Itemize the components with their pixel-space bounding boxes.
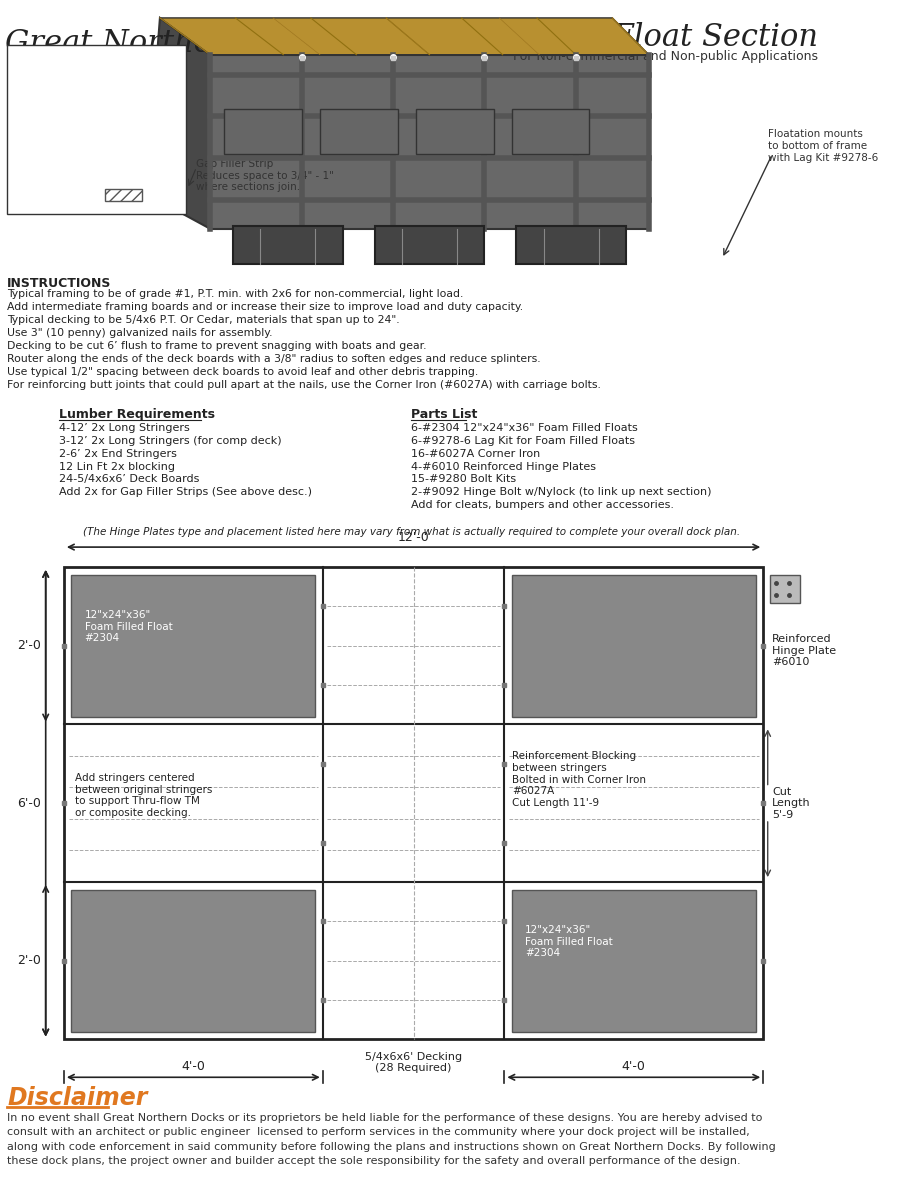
Bar — [71, 575, 315, 716]
Polygon shape — [160, 18, 649, 54]
Text: edge flush with the deck: edge flush with the deck — [13, 148, 141, 157]
Text: INSTRUCTIONS: INSTRUCTIONS — [7, 276, 112, 289]
Bar — [517, 225, 626, 263]
Text: 6’x12’ Float Section: 6’x12’ Float Section — [508, 22, 818, 53]
Text: 12 Lin Ft 2x blocking: 12 Lin Ft 2x blocking — [59, 461, 176, 472]
Text: For Non-commercial and Non-public Applications: For Non-commercial and Non-public Applic… — [513, 50, 818, 63]
Text: 6-#2304 12"x24"x36" Foam Filled Floats: 6-#2304 12"x24"x36" Foam Filled Floats — [411, 422, 638, 433]
Text: 3-12’ 2x Long Stringers (for comp deck): 3-12’ 2x Long Stringers (for comp deck) — [59, 435, 282, 446]
Text: 5/4x6x6' Decking
(28 Required): 5/4x6x6' Decking (28 Required) — [365, 1051, 462, 1074]
Bar — [512, 110, 590, 155]
Text: Add stringers centered
between original stringers
to support Thru-flow TM
or com: Add stringers centered between original … — [75, 773, 212, 818]
Text: 2-6’ 2x End Stringers: 2-6’ 2x End Stringers — [59, 448, 177, 459]
Bar — [233, 225, 343, 263]
Bar — [320, 110, 398, 155]
Text: Use typical 1/2" spacing between deck boards to avoid leaf and other debris trap: Use typical 1/2" spacing between deck bo… — [7, 367, 479, 378]
Text: Add 2x for Gap Filler Strips (See above desc.): Add 2x for Gap Filler Strips (See above … — [59, 487, 312, 498]
Bar — [374, 225, 484, 263]
Bar — [416, 110, 493, 155]
Bar — [224, 110, 302, 155]
Text: 4'-0: 4'-0 — [182, 1061, 205, 1074]
Bar — [512, 575, 756, 716]
Text: 12"x24"x36"
Foam Filled Float
#2304: 12"x24"x36" Foam Filled Float #2304 — [85, 610, 173, 643]
Text: Lumber Requirements: Lumber Requirements — [59, 408, 215, 421]
Bar — [512, 890, 756, 1031]
Text: Add for cleats, bumpers and other accessories.: Add for cleats, bumpers and other access… — [411, 500, 674, 510]
Text: Decking to be cut 6’ flush to frame to prevent snagging with boats and gear.: Decking to be cut 6’ flush to frame to p… — [7, 341, 427, 352]
Text: to the length of the gap: to the length of the gap — [13, 105, 137, 116]
Text: Rip a 2X6 at 45 deg.: Rip a 2X6 at 45 deg. — [13, 78, 120, 87]
Text: 6'-0: 6'-0 — [17, 796, 41, 809]
Text: (The Hinge Plates type and placement listed here may vary from what is actually : (The Hinge Plates type and placement lis… — [83, 527, 740, 537]
Polygon shape — [211, 54, 649, 229]
Text: Disclaimer: Disclaimer — [7, 1087, 148, 1110]
Text: For reinforcing butt joints that could pull apart at the nails, use the Corner I: For reinforcing butt joints that could p… — [7, 380, 601, 389]
Text: 2'-0: 2'-0 — [17, 955, 41, 968]
Bar — [64, 568, 763, 1040]
Text: Router along the ends of the deck boards with a 3/8" radius to soften edges and : Router along the ends of the deck boards… — [7, 354, 541, 365]
Text: Cut
Length
5'-9: Cut Length 5'-9 — [772, 787, 811, 820]
Text: Great Northern Docks: Great Northern Docks — [4, 28, 349, 59]
Text: surface.: surface. — [13, 162, 55, 171]
Text: Add intermediate framing boards and or increase their size to improve load and d: Add intermediate framing boards and or i… — [7, 302, 524, 313]
Text: 6-#9278-6 Lag Kit for Foam Filled Floats: 6-#9278-6 Lag Kit for Foam Filled Floats — [411, 435, 635, 446]
Text: 4-#6010 Reinforced Hinge Plates: 4-#6010 Reinforced Hinge Plates — [411, 461, 597, 472]
Text: Reinforced
Hinge Plate
#6010: Reinforced Hinge Plate #6010 — [772, 634, 836, 668]
Text: 2-#9092 Hinge Bolt w/Nylock (to link up next section): 2-#9092 Hinge Bolt w/Nylock (to link up … — [411, 487, 712, 498]
Text: (Length wise). Cross cut: (Length wise). Cross cut — [13, 92, 139, 101]
Text: Parts List: Parts List — [411, 408, 478, 421]
Text: Typical framing to be of grade #1, P.T. min. with 2x6 for non-commercial, light : Typical framing to be of grade #1, P.T. … — [7, 289, 464, 300]
Bar — [770, 575, 800, 603]
Text: In no event shall Great Northern Docks or its proprietors be held liable for the: In no event shall Great Northern Docks o… — [7, 1113, 776, 1166]
Text: To make a: To make a — [13, 50, 65, 60]
Text: Plate. Put the right angle: Plate. Put the right angle — [13, 133, 143, 143]
Text: Gap Filler Strip: Gap Filler Strip — [13, 64, 90, 73]
Text: Reinforcement Blocking
between stringers
Bolted in with Corner Iron
#6027A
Cut L: Reinforcement Blocking between stringers… — [512, 752, 646, 808]
Text: Typical decking to be 5/4x6 P.T. Or Cedar, materials that span up to 24".: Typical decking to be 5/4x6 P.T. Or Ceda… — [7, 315, 400, 326]
Bar — [7, 45, 185, 214]
Text: 2'-0: 2'-0 — [17, 640, 41, 653]
Text: 12'-0: 12'-0 — [398, 531, 429, 544]
Text: 16-#6027A Corner Iron: 16-#6027A Corner Iron — [411, 448, 541, 459]
Text: leaving room for the Hinge: leaving room for the Hinge — [13, 119, 153, 130]
Text: 4'-0: 4'-0 — [622, 1061, 645, 1074]
Text: Floatation mounts
to bottom of frame
with Lag Kit #9278-6: Floatation mounts to bottom of frame wit… — [768, 130, 878, 163]
Text: 4-12’ 2x Long Stringers: 4-12’ 2x Long Stringers — [59, 422, 190, 433]
Text: 24-5/4x6x6’ Deck Boards: 24-5/4x6x6’ Deck Boards — [59, 474, 200, 485]
Text: 15-#9280 Bolt Kits: 15-#9280 Bolt Kits — [411, 474, 517, 485]
Polygon shape — [146, 18, 211, 229]
Text: Gap Filler Strip
Reduces space to 3/4" - 1"
where sections join.: Gap Filler Strip Reduces space to 3/4" -… — [196, 159, 335, 192]
Text: 12"x24"x36"
Foam Filled Float
#2304: 12"x24"x36" Foam Filled Float #2304 — [525, 925, 613, 958]
Text: Use 3" (10 penny) galvanized nails for assembly.: Use 3" (10 penny) galvanized nails for a… — [7, 328, 273, 339]
Bar — [71, 890, 315, 1031]
Bar — [105, 189, 141, 201]
